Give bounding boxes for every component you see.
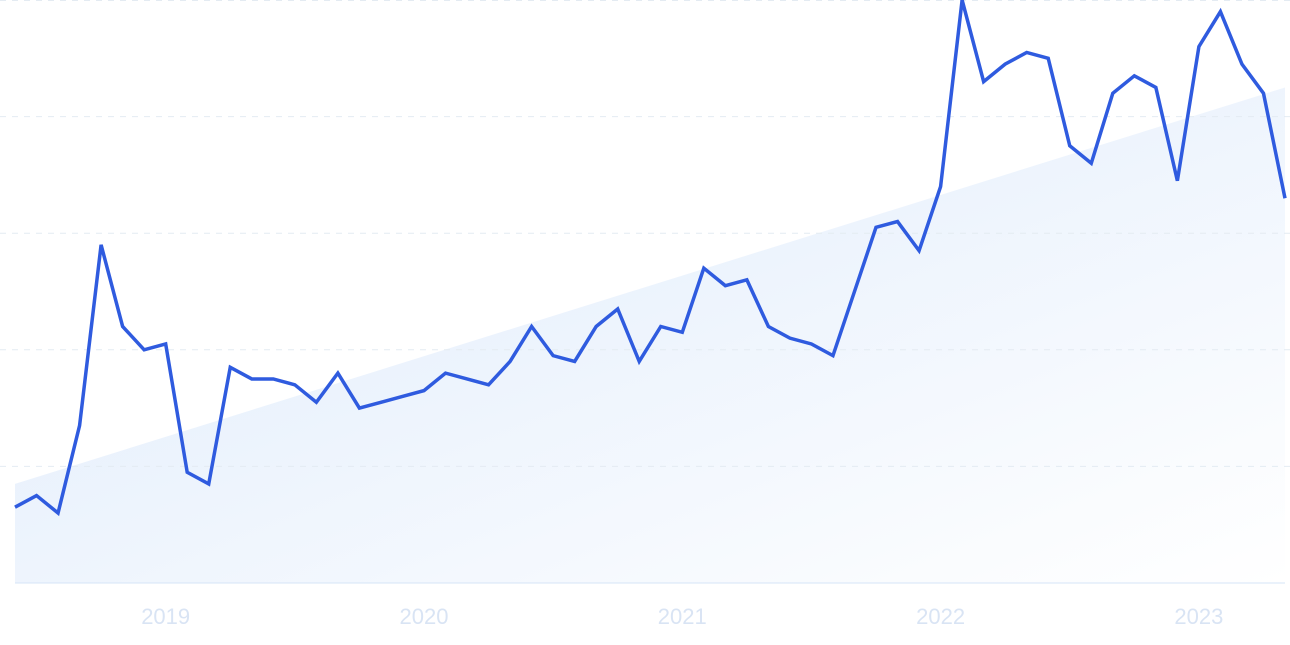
x-tick-label: 2021	[658, 604, 707, 629]
x-tick-label: 2019	[141, 604, 190, 629]
x-tick-label: 2022	[916, 604, 965, 629]
trend-area	[15, 87, 1285, 583]
x-tick-label: 2020	[400, 604, 449, 629]
data-line	[14, 0, 1287, 517]
x-tick-label: 2023	[1174, 604, 1223, 629]
